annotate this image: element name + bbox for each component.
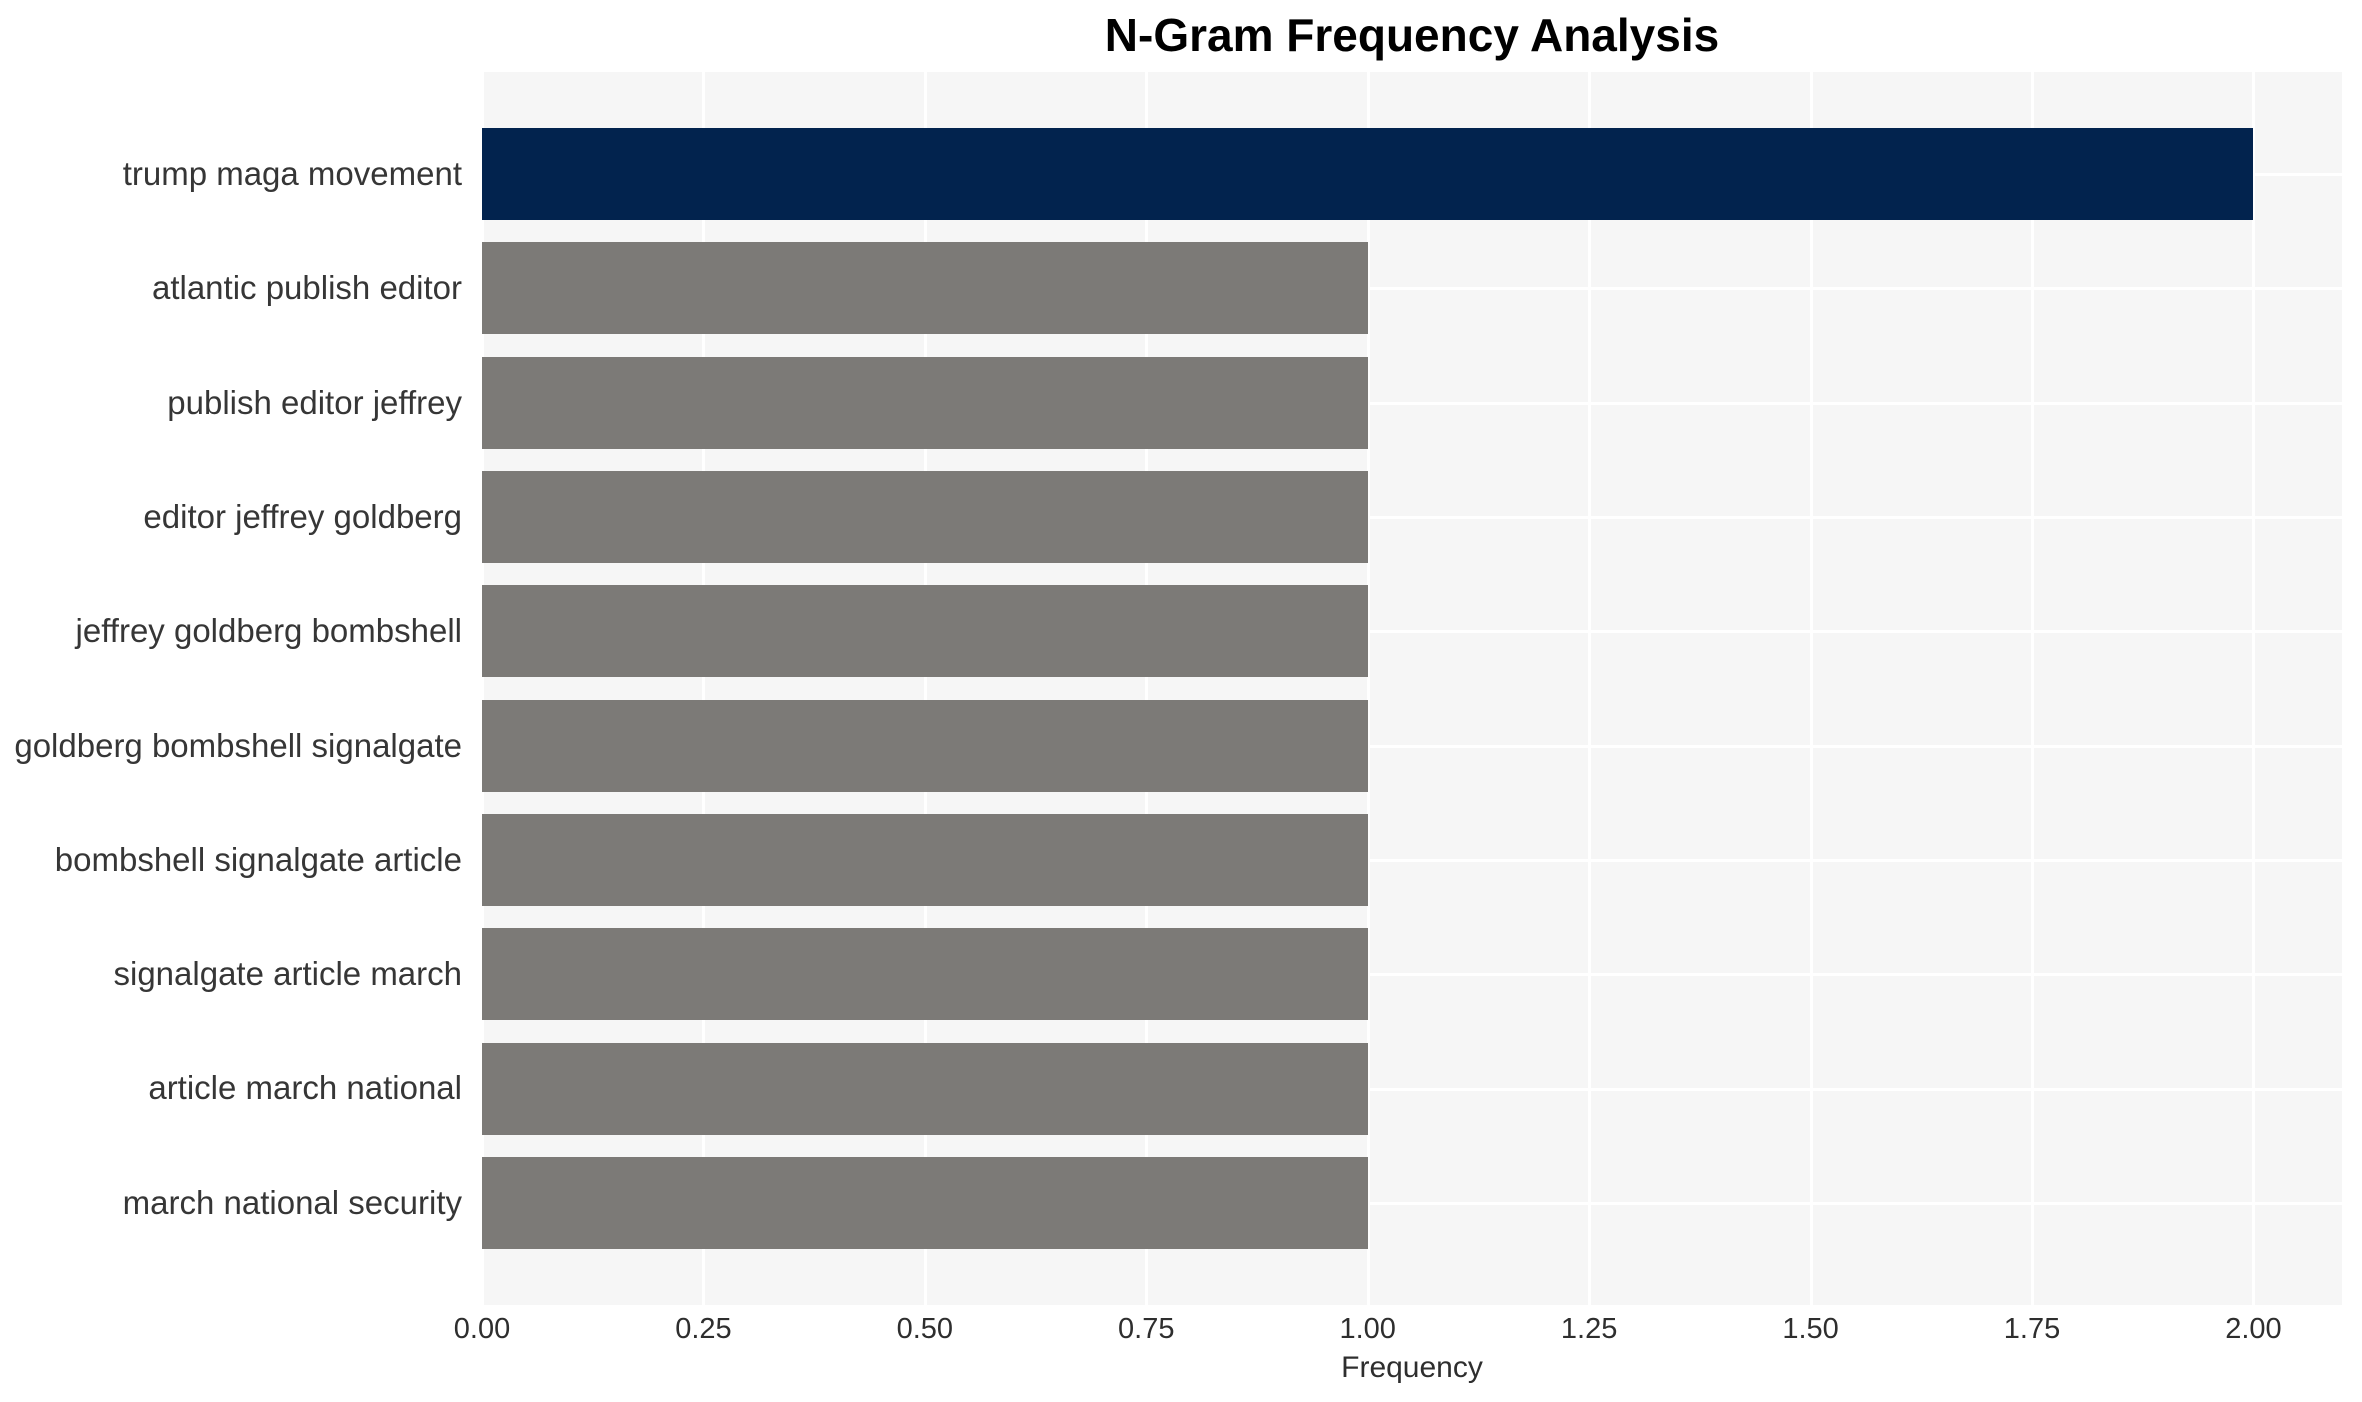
bar bbox=[482, 356, 1368, 449]
y-axis-labels: trump maga movement atlantic publish edit… bbox=[0, 72, 472, 1305]
bar-row bbox=[482, 917, 2342, 1031]
v-gridline bbox=[1145, 72, 1149, 1305]
v-gridline bbox=[1366, 72, 1370, 1305]
x-tick-label: 1.50 bbox=[1782, 1313, 1839, 1345]
v-gridline bbox=[2031, 72, 2034, 1305]
bar-row bbox=[482, 803, 2342, 917]
y-tick-label: march national security bbox=[122, 1183, 462, 1221]
bar bbox=[482, 242, 1368, 335]
x-tick-label: 1.00 bbox=[1339, 1313, 1396, 1345]
v-gridline bbox=[1588, 72, 1592, 1305]
bar-row bbox=[482, 1031, 2342, 1145]
x-tick-label: 2.00 bbox=[2225, 1313, 2282, 1345]
bar-row bbox=[482, 688, 2342, 802]
bar-row bbox=[482, 231, 2342, 345]
x-tick-label: 1.25 bbox=[1560, 1313, 1618, 1345]
y-tick-label: atlantic publish editor bbox=[151, 269, 462, 307]
y-tick-label: jeffrey goldberg bombshell bbox=[75, 612, 462, 650]
h-gridline bbox=[482, 858, 2342, 862]
h-gridline bbox=[482, 516, 2342, 520]
h-gridline bbox=[482, 744, 2342, 748]
bar-row bbox=[482, 1146, 2342, 1260]
h-gridline bbox=[482, 1201, 2342, 1205]
plot-area bbox=[481, 72, 2342, 1305]
y-tick-label: publish editor jeffrey bbox=[167, 383, 462, 421]
x-tick-label: 0.75 bbox=[1118, 1313, 1175, 1345]
v-gridline bbox=[923, 72, 927, 1305]
x-tick-label: 0.50 bbox=[896, 1313, 954, 1345]
v-gridline bbox=[481, 72, 484, 1305]
bar bbox=[482, 699, 1368, 792]
v-gridline bbox=[702, 72, 706, 1305]
bar-row bbox=[482, 574, 2342, 688]
bar bbox=[482, 1042, 1368, 1135]
bar-rows bbox=[482, 117, 2342, 1260]
bar bbox=[482, 128, 2254, 221]
bar bbox=[482, 813, 1368, 906]
x-tick-label: 1.75 bbox=[2003, 1313, 2061, 1345]
y-tick-label: bombshell signalgate article bbox=[54, 840, 462, 878]
bar bbox=[482, 471, 1368, 564]
y-tick-label: article march national bbox=[148, 1069, 462, 1107]
h-gridline bbox=[482, 287, 2342, 291]
bar-row bbox=[482, 117, 2342, 231]
v-gridline bbox=[1809, 72, 1813, 1305]
y-tick-label: goldberg bombshell signalgate bbox=[14, 726, 462, 764]
v-gridline bbox=[2252, 72, 2256, 1305]
bar bbox=[482, 928, 1368, 1021]
h-gridline bbox=[482, 1087, 2342, 1091]
x-tick-label: 0.25 bbox=[675, 1313, 732, 1345]
h-gridline bbox=[482, 630, 2342, 634]
y-tick-label: editor jeffrey goldberg bbox=[143, 497, 462, 535]
x-axis-title: Frequency bbox=[1341, 1351, 1483, 1384]
y-tick-label: trump maga movement bbox=[122, 155, 462, 192]
bar bbox=[482, 1156, 1368, 1249]
bar bbox=[482, 585, 1368, 678]
x-axis-tick-labels: 0.00 0.25 0.50 0.75 1.00 1.25 1.50 1.75 2.00 bbox=[454, 1313, 2342, 1353]
y-tick-label: signalgate article march bbox=[113, 955, 463, 993]
bar-row bbox=[482, 346, 2342, 460]
chart-title: N-Gram Frequency Analysis bbox=[1104, 9, 1720, 61]
h-gridline bbox=[482, 401, 2342, 405]
x-tick-label: 0.00 bbox=[453, 1313, 511, 1345]
bar-row bbox=[482, 460, 2342, 574]
h-gridline bbox=[482, 973, 2342, 977]
